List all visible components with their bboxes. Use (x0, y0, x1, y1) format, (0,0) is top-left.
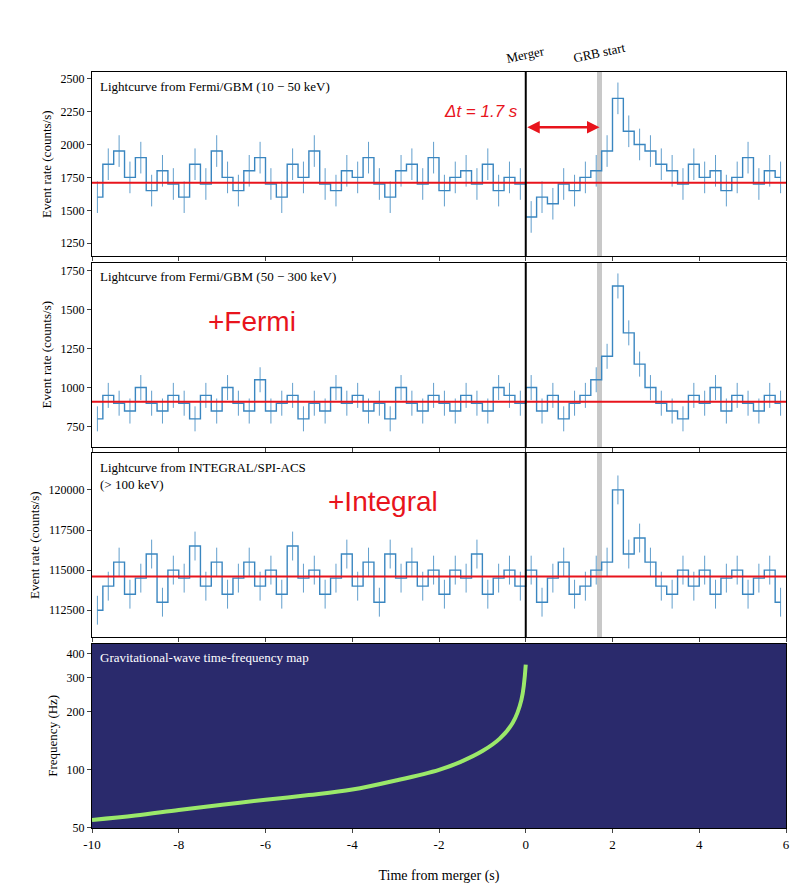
svg-text:117500: 117500 (49, 523, 85, 537)
svg-text:Time from merger (s): Time from merger (s) (379, 868, 500, 884)
svg-text:-2: -2 (434, 837, 445, 852)
svg-text:Δt = 1.7 s: Δt = 1.7 s (444, 102, 518, 121)
svg-text:-6: -6 (260, 837, 271, 852)
svg-text:GRB start: GRB start (572, 40, 627, 66)
svg-text:6: 6 (783, 837, 790, 852)
svg-text:4: 4 (696, 837, 703, 852)
svg-text:Lightcurve from INTEGRAL/SPI-A: Lightcurve from INTEGRAL/SPI-ACS(> 100 k… (100, 460, 306, 492)
svg-text:100: 100 (67, 763, 85, 777)
svg-text:120000: 120000 (49, 483, 85, 497)
svg-text:Lightcurve from Fermi/GBM (10: Lightcurve from Fermi/GBM (10 − 50 keV) (100, 79, 330, 94)
svg-text:2500: 2500 (61, 72, 85, 86)
svg-text:Event rate (counts/s): Event rate (counts/s) (39, 301, 54, 409)
svg-text:+Integral: +Integral (328, 486, 438, 517)
svg-text:-4: -4 (347, 837, 358, 852)
svg-text:115000: 115000 (49, 563, 85, 577)
svg-text:2000: 2000 (61, 138, 85, 152)
svg-text:+Fermi: +Fermi (208, 306, 296, 337)
svg-text:300: 300 (67, 671, 85, 685)
svg-text:50: 50 (73, 821, 85, 835)
svg-text:200: 200 (67, 705, 85, 719)
svg-text:1250: 1250 (61, 342, 85, 356)
svg-text:-10: -10 (83, 837, 100, 852)
svg-text:Gravitational-wave time-freque: Gravitational-wave time-frequency map (100, 650, 309, 665)
svg-text:750: 750 (67, 420, 85, 434)
svg-text:1500: 1500 (61, 303, 85, 317)
svg-text:Event rate (counts/s): Event rate (counts/s) (27, 491, 42, 599)
svg-text:1250: 1250 (61, 236, 85, 250)
svg-text:Lightcurve from Fermi/GBM (50: Lightcurve from Fermi/GBM (50 − 300 keV) (100, 269, 336, 284)
svg-text:2: 2 (609, 837, 616, 852)
svg-text:0: 0 (523, 837, 530, 852)
svg-text:1000: 1000 (61, 381, 85, 395)
svg-text:-8: -8 (173, 837, 184, 852)
svg-text:1500: 1500 (61, 204, 85, 218)
svg-text:2250: 2250 (61, 105, 85, 119)
svg-text:400: 400 (67, 647, 85, 661)
svg-text:Event rate (counts/s): Event rate (counts/s) (39, 110, 54, 218)
svg-text:112500: 112500 (49, 603, 85, 617)
svg-text:1750: 1750 (61, 171, 85, 185)
svg-text:1750: 1750 (61, 264, 85, 278)
svg-text:Frequency (Hz): Frequency (Hz) (45, 695, 60, 777)
svg-text:Merger: Merger (505, 43, 546, 66)
